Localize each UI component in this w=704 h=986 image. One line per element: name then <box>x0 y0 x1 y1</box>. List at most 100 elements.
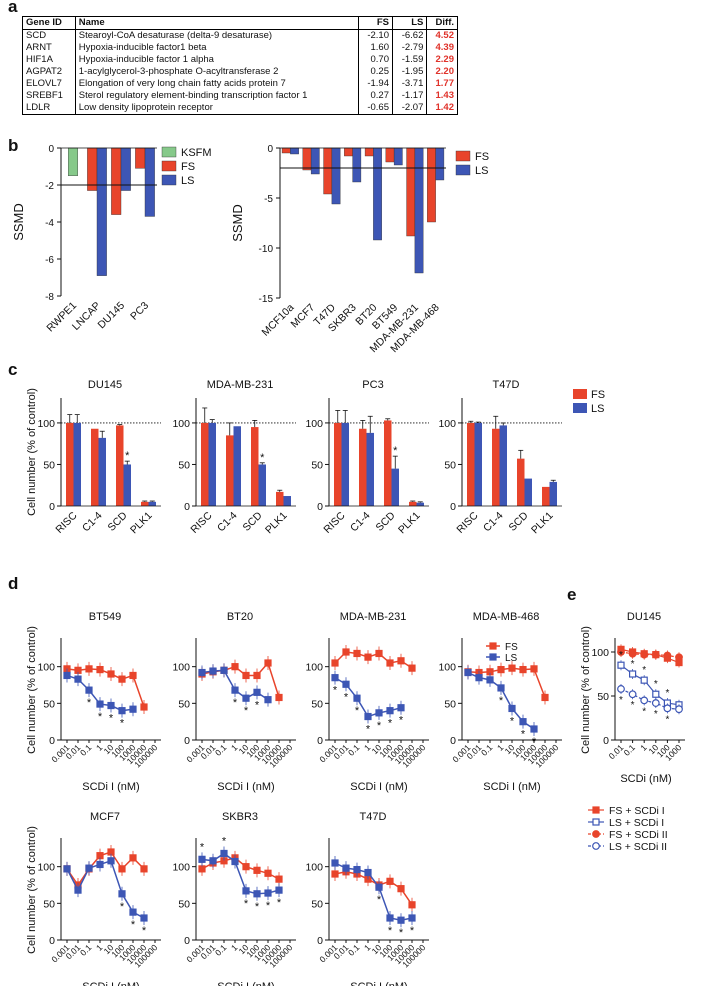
x-axis-label: SCDi I (nM) <box>217 781 274 793</box>
x-axis-label: SCDi I (nM) <box>483 781 540 793</box>
y-axis-label: Cell number (% of control) <box>26 388 38 516</box>
bar-fs <box>542 486 550 506</box>
header-name: Name <box>74 16 359 30</box>
data-point-ls <box>253 688 261 696</box>
table-row: ELOVL7 Elongation of very long chain fatt… <box>23 78 458 90</box>
x-axis-label: SCDi I (nM) <box>217 981 274 986</box>
significance-star: * <box>665 714 669 725</box>
data-point-fs <box>118 675 126 683</box>
data-point-ls <box>364 868 372 877</box>
ls-cell: -2.79 <box>391 42 427 54</box>
x-tick-label: SCD <box>105 509 129 533</box>
significance-star: * <box>244 705 249 717</box>
bar-ls <box>73 422 81 506</box>
data-point-fs <box>85 665 93 673</box>
data-point-ls <box>640 676 648 684</box>
data-point-fs <box>375 649 383 658</box>
table-row: LDLR Low density lipoprotein receptor -0.6… <box>23 102 458 115</box>
data-point-ls <box>198 668 206 677</box>
bar-ls <box>208 422 216 506</box>
y-axis-label: Cell number (% of control) <box>26 826 38 954</box>
bar-fs <box>66 422 74 506</box>
significance-star: * <box>120 901 125 913</box>
significance-star: * <box>333 685 338 697</box>
data-point-fs <box>530 665 538 673</box>
significance-star: * <box>388 718 393 730</box>
data-point-fs <box>675 653 683 662</box>
bar-ls <box>391 468 399 506</box>
gene-id-cell: HIF1A <box>26 54 53 65</box>
bar-ls <box>144 147 155 217</box>
legend-label: LS <box>591 403 604 415</box>
bar-fs <box>226 435 234 506</box>
table-row: SREBF1 Sterol regulatory element-binding … <box>23 90 458 102</box>
gene-name-cell: Hypoxia-inducible factor1 beta <box>74 42 359 54</box>
data-point-fs <box>353 649 361 658</box>
x-tick-label: C1-4 <box>80 510 105 535</box>
significance-star: * <box>266 900 271 912</box>
y-tick-label: 50 <box>311 459 323 471</box>
chart-title: SKBR3 <box>222 811 258 823</box>
bar-fs <box>251 427 259 506</box>
significance-star: * <box>499 695 504 707</box>
significance-star: * <box>98 711 103 723</box>
significance-star: * <box>642 706 646 717</box>
y-tick-label: 0 <box>49 935 55 947</box>
gene-id-cell: SREBF1 <box>26 90 63 101</box>
table-row: SCD Stearoyl-CoA desaturase (delta-9 desa… <box>23 29 458 42</box>
significance-star: * <box>260 452 265 464</box>
x-axis-label: SCDi I (nM) <box>82 981 139 986</box>
y-tick-label: 100 <box>305 418 323 430</box>
y-axis-label: SSMD <box>230 204 245 242</box>
y-tick-label: 0 <box>184 735 190 747</box>
diff-cell: 2.29 <box>426 54 458 66</box>
chart-title: T47D <box>493 379 520 391</box>
data-point-ls <box>264 696 272 704</box>
legend-label: FS <box>475 151 489 163</box>
data-point-ls <box>663 704 672 713</box>
bar-ls <box>233 426 241 506</box>
data-point-ls <box>651 699 660 707</box>
panel-label-d: d <box>8 574 19 593</box>
ls-cell: -1.59 <box>391 54 427 66</box>
bar-fs <box>427 147 436 223</box>
data-point-ls <box>331 674 339 682</box>
data-point-ls <box>464 668 472 677</box>
x-tick-label: 0.1 <box>346 942 362 958</box>
y-tick-label: 50 <box>178 459 190 471</box>
legend-marker-fs <box>592 806 600 814</box>
y-tick-label: 100 <box>37 862 55 874</box>
header-fs: FS <box>357 16 393 30</box>
diff-cell: 4.39 <box>426 42 458 54</box>
x-axis-label: SCDi I (nM) <box>82 781 139 793</box>
data-point-ls <box>364 712 372 721</box>
bar-ls <box>98 437 106 506</box>
y-tick-label: 50 <box>43 459 55 471</box>
fs-cell: 0.70 <box>357 54 393 66</box>
y-tick-label: 100 <box>37 662 55 674</box>
data-point-fs <box>364 653 372 661</box>
y-tick-label: 100 <box>438 418 456 430</box>
x-tick-label: 0.1 <box>78 742 94 758</box>
header-diff: Diff. <box>426 16 458 30</box>
x-tick-label: PLK1 <box>263 510 290 537</box>
data-point-ls <box>198 855 206 863</box>
significance-star: * <box>222 835 227 847</box>
data-point-ls <box>530 725 538 733</box>
data-point-ls <box>475 674 483 682</box>
diff-cell: 1.43 <box>426 90 458 102</box>
data-point-ls <box>617 685 625 693</box>
data-point-ls <box>242 887 250 895</box>
data-point-ls <box>408 914 416 922</box>
data-point-ls <box>617 661 625 669</box>
y-tick-label: -10 <box>259 244 274 255</box>
bar-fs <box>91 428 99 506</box>
legend-label: LS + SCDi II <box>609 841 667 853</box>
chart-title: BT20 <box>227 611 253 623</box>
significance-star: * <box>410 925 415 937</box>
x-tick-label: SCD <box>240 509 264 533</box>
y-axis-label: Cell number (% of control) <box>580 626 592 754</box>
bar-fs <box>385 147 395 163</box>
gene-name-cell: Sterol regulatory element-binding transc… <box>74 90 359 102</box>
significance-star: * <box>619 650 623 661</box>
